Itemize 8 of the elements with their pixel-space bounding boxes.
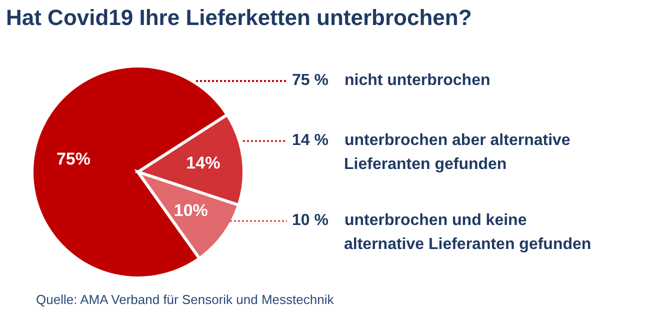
data-label: 14% [186, 154, 220, 173]
chart-title: Hat Covid19 Ihre Lieferketten unterbrochen? [6, 5, 472, 30]
slice-label: 14 % unterbrochen aber alternative Lieferanten gefunden [292, 132, 570, 173]
slice-label: 10 % unterbrochen und keine alternative Lieferanten gefunden [292, 212, 592, 253]
data-label: 10% [174, 200, 208, 220]
data-label: 75% [56, 150, 90, 169]
slice-label: 75 % nicht unterbrochen [292, 72, 490, 89]
source-note: Quelle: AMA Verband für Sensorik und Messtechnik [36, 292, 334, 307]
